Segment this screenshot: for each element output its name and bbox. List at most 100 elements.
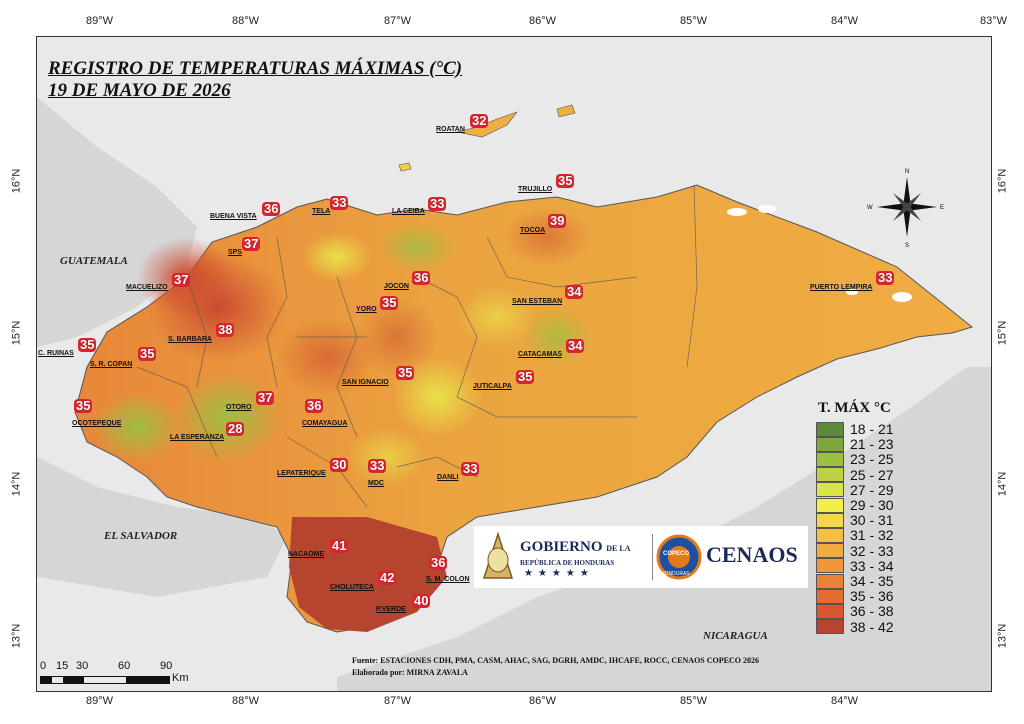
- legend-label: 31 - 32: [850, 527, 894, 544]
- station-value: 35: [78, 337, 97, 352]
- station-label: LEPATERIQUE: [277, 470, 326, 477]
- map-title: REGISTRO DE TEMPERATURAS MÁXIMAS (°C) 19…: [48, 58, 462, 102]
- legend-swatch: [816, 558, 844, 574]
- scale-tick: 0: [40, 660, 47, 672]
- station-value: 36: [305, 398, 324, 413]
- station-label: PUERTO LEMPIRA: [810, 284, 873, 291]
- station-value: 33: [428, 196, 447, 211]
- lon-tick-top: 85°W: [680, 15, 708, 27]
- svg-text:E: E: [940, 205, 944, 211]
- legend-item: 18 - 21: [816, 421, 894, 437]
- station-label: ROATAN: [436, 126, 465, 133]
- station-value: 36: [262, 201, 281, 216]
- legend-swatch: [816, 512, 844, 528]
- station-label: TOCOA: [520, 227, 546, 234]
- legend-item: 23 - 25: [816, 451, 894, 467]
- scale-tick: 90: [160, 660, 173, 672]
- station-value: 33: [461, 461, 480, 476]
- legend-swatch: [816, 588, 844, 604]
- lon-tick-top: 87°W: [384, 15, 412, 27]
- station-value: 40: [412, 593, 431, 608]
- compass-rose: N S W E: [867, 169, 944, 249]
- station-value: 33: [368, 458, 387, 473]
- footer-source: Fuente: ESTACIONES CDH, PMA, CASM, AHAC,…: [352, 656, 759, 665]
- legend-label: 34 - 35: [850, 573, 894, 589]
- legend-title: T. MÁX °C: [818, 400, 891, 416]
- legend-item: 29 - 30: [816, 497, 894, 513]
- copeco-text: COPECO: [663, 551, 690, 557]
- svg-text:S: S: [905, 243, 909, 249]
- legend-swatch: [816, 603, 844, 619]
- logo-panel: GOBIERNO DE LA REPÚBLICA DE HONDURAS ★★★…: [474, 526, 808, 588]
- de-la-text: DE LA: [606, 544, 631, 553]
- legend-label: 32 - 33: [850, 542, 894, 559]
- lon-tick-bottom: 89°W: [86, 695, 114, 707]
- lat-tick-left: 15°N: [10, 320, 23, 346]
- scale-tick: 15: [56, 660, 69, 672]
- legend-swatch: [816, 436, 844, 452]
- svg-text:W: W: [867, 205, 873, 211]
- legend-swatch: [816, 527, 844, 543]
- legend-label: 29 - 30: [850, 497, 894, 513]
- station-value: 34: [565, 284, 584, 299]
- lon-tick-bottom: 85°W: [680, 695, 708, 707]
- station-value: 37: [172, 272, 191, 287]
- legend-label: 23 - 25: [850, 451, 894, 468]
- station-label: SAN IGNACIO: [342, 379, 389, 386]
- legend-swatch: [816, 619, 844, 635]
- station-value: 37: [256, 390, 275, 405]
- lon-tick-top: 86°W: [529, 15, 557, 27]
- station-value: 35: [380, 295, 399, 310]
- lon-tick-bottom: 88°W: [232, 695, 260, 707]
- legend-label: 38 - 42: [850, 618, 894, 635]
- country-label: EL SALVADOR: [104, 530, 178, 542]
- station-value: 34: [566, 338, 585, 353]
- station-label: SPS: [228, 249, 243, 256]
- legend-label: 27 - 29: [850, 481, 894, 498]
- station-value: 36: [412, 270, 431, 285]
- scale-tick: 60: [118, 660, 131, 672]
- station-label: OTORO: [226, 404, 252, 411]
- country-label: GUATEMALA: [60, 255, 128, 267]
- station-value: 41: [330, 538, 349, 553]
- station-value: 30: [330, 457, 349, 472]
- station-value: 33: [330, 195, 349, 210]
- legend-item: 35 - 36: [816, 588, 894, 604]
- station-label: CATACAMAS: [518, 351, 563, 358]
- station-label: S. BARBARA: [168, 336, 212, 343]
- legend-item: 38 - 42: [816, 619, 894, 635]
- station-value: 36: [429, 555, 448, 570]
- station-label: LA ESPERANZA: [170, 434, 225, 441]
- copeco-logo-icon: [656, 534, 702, 580]
- lon-tick-top: 88°W: [232, 15, 260, 27]
- honduras-text: HONDURAS: [661, 571, 690, 577]
- footer-author: Elaborado por: MIRNA ZAVALA: [352, 668, 468, 677]
- legend-label: 33 - 34: [850, 557, 894, 574]
- legend-label: 36 - 38: [850, 603, 894, 620]
- station-label: SAN ESTEBAN: [512, 298, 563, 305]
- station-value: 33: [876, 270, 895, 285]
- legend-swatch: [816, 467, 844, 483]
- legend-label: 30 - 31: [850, 512, 894, 529]
- legend-label: 21 - 23: [850, 436, 894, 453]
- lat-tick-right: 15°N: [996, 320, 1009, 346]
- coat-of-arms-icon: [482, 531, 514, 579]
- lat-tick-right: 13°N: [996, 623, 1009, 649]
- legend-swatch: [816, 482, 844, 498]
- legend-swatch: [816, 451, 844, 467]
- legend-item: 31 - 32: [816, 527, 894, 543]
- legend-item: 25 - 27: [816, 467, 894, 483]
- station-label: DANLI: [437, 474, 459, 481]
- legend-item: 30 - 31: [816, 512, 894, 528]
- lon-tick-bottom: 86°W: [529, 695, 557, 707]
- station-value: 35: [74, 398, 93, 413]
- legend-item: 34 - 35: [816, 573, 894, 589]
- station-label: COMAYAGUA: [302, 420, 348, 427]
- cenaos-text: CENAOS: [706, 542, 798, 567]
- lat-tick-left: 14°N: [10, 471, 23, 497]
- station-value: 38: [216, 322, 235, 337]
- station-label: JUTICALPA: [473, 383, 512, 390]
- svg-text:N: N: [905, 169, 909, 175]
- logo-divider: [652, 534, 653, 580]
- gobierno-text: GOBIERNO: [520, 539, 603, 555]
